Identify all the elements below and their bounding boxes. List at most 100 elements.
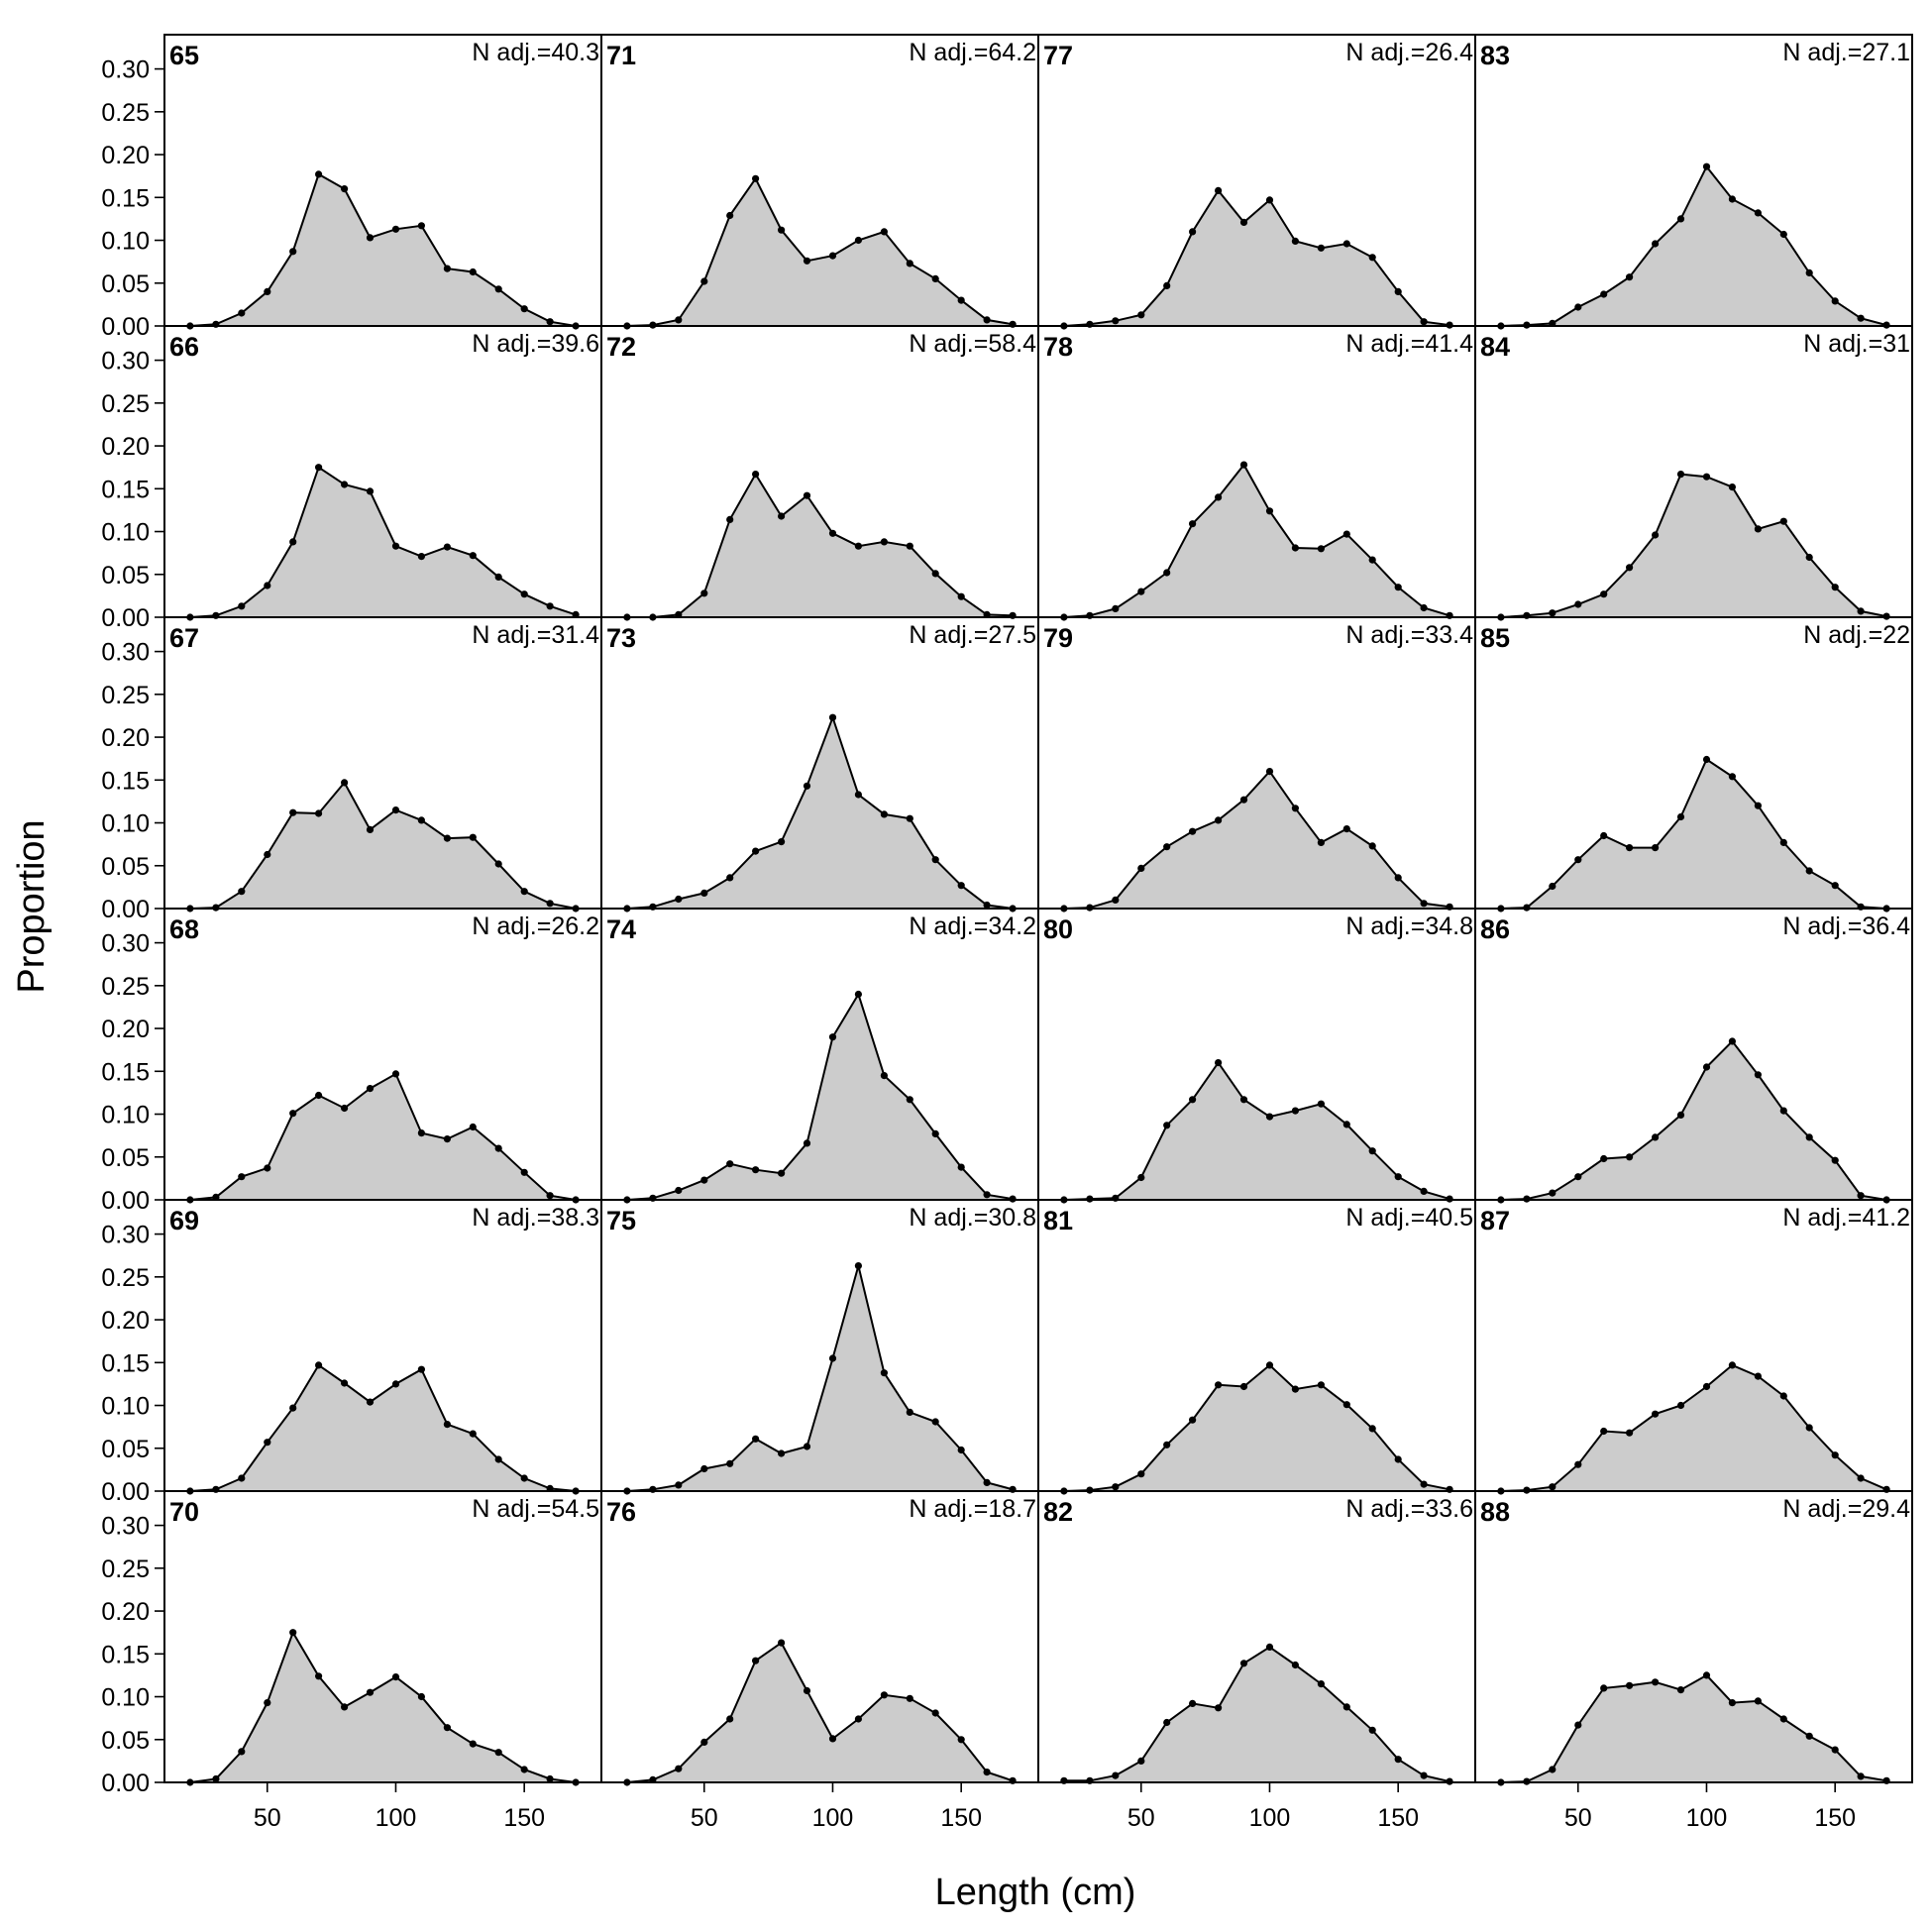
data-point [1368, 842, 1376, 850]
data-point [957, 592, 965, 600]
data-point [1265, 1643, 1274, 1651]
data-point [341, 1104, 349, 1113]
data-point [828, 1354, 837, 1362]
data-point [1420, 1187, 1428, 1195]
data-point [1420, 900, 1428, 908]
data-point [1728, 1699, 1736, 1707]
data-point [906, 260, 913, 268]
data-point [778, 1449, 786, 1457]
y-tick-label: 0.30 [101, 930, 150, 958]
data-point [880, 1369, 889, 1377]
panel-67: 67 N adj.=31.4 [169, 621, 599, 912]
y-tick-label: 0.05 [101, 1436, 150, 1463]
n-adj-label: N adj.=27.5 [909, 621, 1036, 649]
y-tick-label: 0.25 [101, 1556, 150, 1583]
data-point [289, 808, 297, 816]
data-point [1137, 1470, 1145, 1478]
data-point [726, 1160, 734, 1168]
data-point [1189, 1699, 1197, 1707]
data-point [1317, 1100, 1325, 1108]
area-fill [189, 1364, 577, 1491]
data-point [700, 590, 708, 597]
data-point [1239, 796, 1248, 804]
data-point [469, 1123, 477, 1131]
series-line [1500, 164, 1887, 327]
data-point [906, 1408, 913, 1416]
data-point [1600, 290, 1608, 298]
panel-label: 73 [606, 623, 636, 653]
n-adj-label: N adj.=54.5 [472, 1495, 599, 1523]
data-point [778, 1169, 786, 1177]
data-point [906, 1694, 913, 1702]
data-point [752, 1435, 760, 1443]
data-point [520, 1766, 528, 1773]
data-point [931, 570, 939, 578]
data-point [854, 1262, 863, 1270]
data-point [1805, 867, 1813, 875]
data-point [417, 816, 425, 824]
data-point [931, 1709, 939, 1717]
panel-label: 68 [169, 914, 199, 944]
panel-73: 73 N adj.=27.5 [606, 621, 1036, 912]
y-tick-label: 0.20 [101, 1598, 150, 1626]
data-point [1317, 838, 1325, 847]
data-point [1163, 281, 1171, 289]
data-point [931, 1418, 939, 1426]
area-fill [1500, 759, 1887, 909]
data-point [1779, 838, 1787, 847]
data-point [238, 1173, 246, 1181]
data-point [469, 268, 477, 276]
area-fill [189, 467, 577, 617]
panel-label: 77 [1043, 41, 1073, 70]
data-point [1805, 1424, 1813, 1432]
data-point [546, 318, 554, 326]
data-point [700, 1464, 708, 1473]
n-adj-label: N adj.=40.5 [1345, 1204, 1473, 1232]
data-point [1368, 1147, 1376, 1155]
y-tick-label: 0.00 [101, 1187, 150, 1215]
panel-75: 75 N adj.=30.8 [606, 1204, 1036, 1495]
data-point [264, 287, 271, 295]
data-point [1754, 1697, 1762, 1705]
data-point [1317, 244, 1325, 252]
data-point [238, 309, 246, 317]
data-point [1215, 1704, 1223, 1712]
area-fill [1063, 1647, 1450, 1782]
series-line [189, 466, 577, 618]
y-tick-label: 0.20 [101, 433, 150, 461]
data-point [1600, 1684, 1608, 1692]
data-point [391, 542, 400, 550]
data-point [1420, 1771, 1428, 1779]
y-tick-label: 0.00 [101, 896, 150, 923]
n-adj-label: N adj.=39.6 [472, 330, 599, 358]
axes-layer: 0.00 0.05 0.10 0.15 0.20 0.25 0.30 0.00 0.05 0.10… [101, 34, 1913, 1832]
x-tick-label: 100 [376, 1804, 417, 1832]
data-point [520, 590, 528, 598]
data-point [1215, 186, 1223, 194]
data-point [880, 538, 889, 546]
data-point [1291, 1661, 1299, 1669]
data-point [1189, 228, 1197, 236]
data-point [1574, 600, 1582, 608]
data-point [1805, 1133, 1813, 1141]
data-point [1291, 237, 1299, 245]
data-point [1342, 1703, 1350, 1711]
data-point [828, 252, 837, 260]
data-point [1394, 287, 1402, 295]
data-point [1779, 1392, 1787, 1400]
data-point [1857, 1474, 1865, 1482]
series-line [626, 1641, 1014, 1783]
data-point [1857, 607, 1865, 615]
data-point [1394, 874, 1402, 882]
data-point [494, 1455, 502, 1463]
data-point [1676, 471, 1685, 479]
data-point [469, 1430, 477, 1438]
data-point [854, 791, 863, 799]
area-fill [189, 173, 577, 326]
data-point [1652, 1678, 1660, 1686]
panel-71: 71 N adj.=64.2 [606, 39, 1036, 330]
series-line [626, 992, 1014, 1201]
data-point [700, 277, 708, 285]
series-line [1500, 473, 1887, 618]
